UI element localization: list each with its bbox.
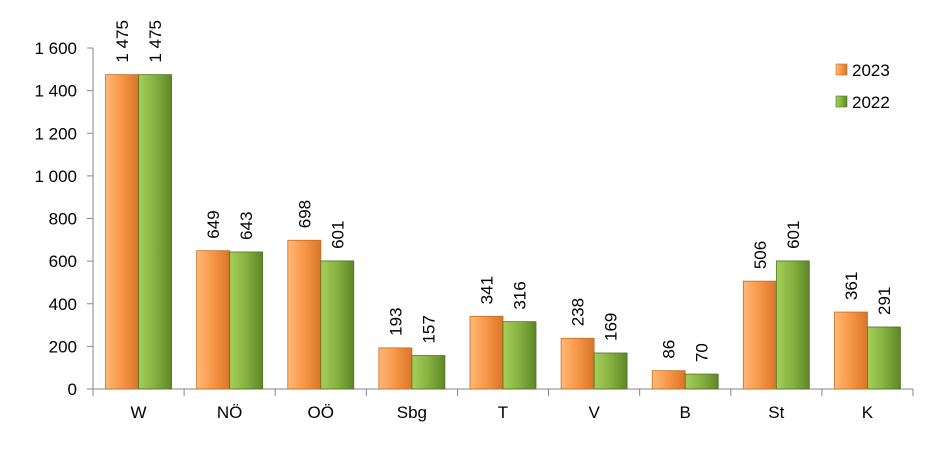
- x-tick-label: NÖ: [217, 403, 243, 422]
- x-tick-label: OÖ: [308, 403, 334, 422]
- y-tick-label: 1 000: [34, 167, 77, 186]
- x-axis: W NÖ OÖ Sbg T V B St K: [92, 388, 914, 422]
- x-tick-label: St: [768, 403, 784, 422]
- x-tick-label: K: [862, 403, 874, 422]
- x-tick-label: T: [498, 403, 508, 422]
- data-label-2022-Sbg: 157: [419, 315, 438, 343]
- data-label-2023-B: 86: [660, 340, 679, 359]
- bar-2022-T: [502, 321, 537, 390]
- y-tick-label: 1 200: [34, 124, 77, 143]
- y-tick-label: 1 600: [34, 39, 77, 58]
- bar-2023-OÖ: [287, 239, 322, 390]
- x-tick-label: Sbg: [397, 403, 427, 422]
- bar-2022-K: [867, 326, 901, 390]
- data-label-2022-V: 169: [602, 313, 621, 341]
- data-label-2022-W: 1 475: [146, 20, 165, 63]
- y-tick-label: 600: [49, 252, 77, 271]
- bar-2023-B: [651, 370, 686, 390]
- legend-swatch-2022: [835, 95, 848, 108]
- data-label-2023-K: 361: [842, 272, 861, 300]
- y-tick-label: 200: [49, 337, 77, 356]
- y-tick-label: 400: [49, 295, 77, 314]
- data-label-2022-St: 601: [784, 221, 803, 249]
- x-tick-label: B: [680, 403, 691, 422]
- bar-2023-T: [469, 315, 504, 390]
- bar-2023-Sbg: [378, 347, 413, 390]
- data-label-2023-NÖ: 649: [204, 210, 223, 238]
- bar-2023-K: [834, 311, 868, 390]
- data-label-2023-OÖ: 698: [295, 200, 314, 228]
- bar-2022-B: [684, 373, 719, 390]
- legend-swatch-2023: [835, 63, 848, 76]
- bar-2023-NÖ: [196, 250, 231, 390]
- data-label-2022-NÖ: 643: [237, 212, 256, 240]
- y-tick-label: 800: [49, 210, 77, 229]
- data-label-2022-OÖ: 601: [328, 221, 347, 249]
- data-label-2023-St: 506: [751, 241, 770, 269]
- bar-2022-V: [593, 352, 628, 390]
- x-tick-label: V: [588, 403, 600, 422]
- bar-2022-OÖ: [320, 260, 355, 390]
- bar-2022-St: [775, 260, 810, 390]
- data-label-2023-Sbg: 193: [386, 307, 405, 335]
- bars: [105, 74, 901, 390]
- y-tick-label: 1 400: [34, 82, 77, 101]
- bar-2022-Sbg: [411, 355, 446, 390]
- x-tick-label: W: [131, 403, 147, 422]
- bar-2023-St: [742, 280, 777, 390]
- legend-label-2023: 2023: [852, 61, 890, 80]
- y-tick-label: 0: [68, 380, 77, 399]
- data-label-2023-V: 238: [569, 298, 588, 326]
- bar-2022-NÖ: [229, 251, 264, 390]
- data-label-2023-T: 341: [478, 276, 497, 304]
- legend-label-2022: 2022: [852, 93, 890, 112]
- data-label-2022-K: 291: [875, 287, 894, 315]
- data-labels: 1 475 649 698 193 341 238 86 506 361 1 475 643 601 1…: [113, 20, 894, 362]
- bar-2023-V: [560, 337, 595, 390]
- data-label-2023-W: 1 475: [113, 20, 132, 63]
- legend: 2023 2022: [835, 61, 890, 112]
- bar-2022-W: [138, 74, 172, 390]
- bar-2023-W: [105, 74, 139, 390]
- y-axis: 0 200 400 600 800 1 000 1 200 1 400 1 600: [34, 39, 94, 399]
- data-label-2022-T: 316: [511, 281, 530, 309]
- data-label-2022-B: 70: [693, 343, 712, 362]
